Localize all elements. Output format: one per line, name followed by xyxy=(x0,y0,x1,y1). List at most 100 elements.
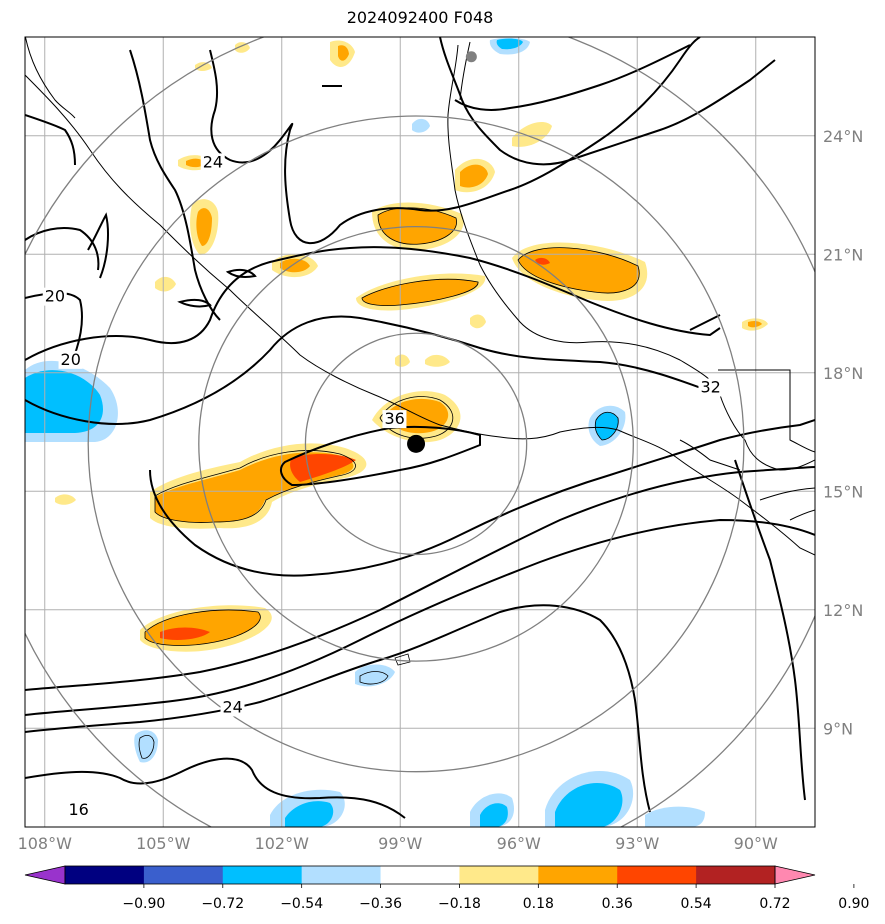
fill-small-11 xyxy=(425,354,450,367)
coastline-central-america xyxy=(617,429,815,556)
fill-north-small-2-core xyxy=(196,208,212,246)
longitude-labels: 108°W 105°W 102°W 99°W 96°W 93°W 90°W xyxy=(18,834,778,853)
contour-32-north xyxy=(25,315,721,425)
outline-north-1 xyxy=(377,207,457,245)
anomaly-outlines xyxy=(138,207,640,759)
coastline-mexico-pacific xyxy=(25,74,619,440)
fill-neg-east-core xyxy=(595,412,619,440)
contour-28 xyxy=(25,466,815,691)
contour-32-east xyxy=(689,314,721,331)
contour-small-ring xyxy=(177,298,212,308)
colorbar-segment xyxy=(617,866,697,884)
contour-28-east xyxy=(439,37,776,166)
outline-east-neg xyxy=(594,411,619,441)
fill-small-14 xyxy=(195,62,212,71)
contour-label-bg xyxy=(58,350,83,369)
border-guatemala xyxy=(679,439,741,471)
lon-tick-label: 102°W xyxy=(255,834,310,853)
fill-north-small-4-core xyxy=(338,45,349,61)
contour-32 xyxy=(149,419,815,577)
colorbar xyxy=(24,865,816,885)
colorbar-segment xyxy=(65,866,145,884)
coastline-gulf-yucatan xyxy=(589,341,746,441)
contour-label: 20 xyxy=(61,350,81,369)
coastlines xyxy=(25,37,815,556)
contour-label-bg xyxy=(200,153,225,172)
colorbar-tick-label: −0.72 xyxy=(201,896,244,912)
lat-tick-label: 12°N xyxy=(823,601,863,620)
height-contours xyxy=(25,37,815,819)
contour-24-top xyxy=(209,37,701,245)
colorbar-segment xyxy=(696,866,776,884)
latitude-labels: 24°N 21°N 18°N 15°N 12°N 9°N xyxy=(823,127,863,739)
contour-36 xyxy=(279,425,481,487)
contour-24-mid xyxy=(129,49,221,321)
colorbar-segment xyxy=(380,866,460,884)
coastline-baja-tip xyxy=(25,37,76,119)
colorbar-segment xyxy=(301,866,382,884)
contour-labels: 24 20 20 36 32 24 16 xyxy=(42,152,723,820)
colorbar-extend-low xyxy=(24,865,66,885)
outline-south-neg-3 xyxy=(394,653,411,666)
lat-tick-label: 24°N xyxy=(823,127,863,146)
fill-north-small-5-core xyxy=(186,158,205,168)
fill-small-9 xyxy=(55,494,76,505)
contour-label: 32 xyxy=(700,378,720,397)
contour-label: 36 xyxy=(384,409,404,428)
fill-small-12 xyxy=(470,314,486,329)
colorbar-segment xyxy=(222,866,303,884)
contour-label-bg xyxy=(698,378,723,397)
fill-neg-south-5-core xyxy=(555,783,623,827)
outline-south-neg-1 xyxy=(359,671,389,685)
range-ring xyxy=(304,332,528,556)
fill-neg-south-4-core xyxy=(480,803,508,827)
outline-center xyxy=(379,396,454,439)
coastline-yucatan xyxy=(718,369,815,453)
colorbar-tick-label: −0.90 xyxy=(122,896,165,912)
contour-28-north xyxy=(25,246,721,361)
outline-north-2 xyxy=(361,278,479,306)
contour-20-west-loop xyxy=(87,212,109,279)
outline-south xyxy=(144,609,261,646)
lon-tick-label: 90°W xyxy=(734,834,778,853)
fill-south-max xyxy=(160,627,210,640)
fill-neg-south-3-core xyxy=(285,801,334,827)
outline-south-neg-2 xyxy=(138,734,155,759)
colorbar-tick-label: 0.36 xyxy=(602,896,633,912)
storm-center-marker xyxy=(407,434,426,453)
coastline-gulf-bay xyxy=(459,41,471,101)
contour-label-bg xyxy=(66,801,91,820)
colorbar-tick-label: 0.18 xyxy=(523,896,554,912)
colorbar-segment xyxy=(143,866,224,884)
contour-24-left xyxy=(25,114,76,166)
colorbar-extend-high xyxy=(774,865,816,885)
contour-label: 20 xyxy=(45,287,65,306)
range-ring xyxy=(198,225,634,662)
outline-ne xyxy=(517,247,640,294)
contour-label: 24 xyxy=(203,152,223,171)
colorbar-tick-label: −0.54 xyxy=(280,896,323,912)
range-rings xyxy=(25,37,815,827)
fill-neg-north-2 xyxy=(412,118,430,133)
coastline-nicaragua xyxy=(789,509,815,521)
fill-north-small-1-core xyxy=(460,164,488,188)
range-ring xyxy=(25,37,815,827)
fill-north-small-6 xyxy=(512,122,552,147)
anomaly-fills xyxy=(25,37,768,827)
fill-northeast-max xyxy=(535,257,550,265)
contour-24-south xyxy=(25,518,815,716)
contour-label-bg xyxy=(42,287,67,306)
colorbar-tick-label: 0.54 xyxy=(681,896,712,912)
lon-tick-label: 105°W xyxy=(136,834,191,853)
map-title: 2024092400 F048 xyxy=(346,8,494,27)
outline-band xyxy=(154,450,356,523)
lat-tick-label: 15°N xyxy=(823,482,863,501)
fill-small-8 xyxy=(155,276,176,292)
lon-tick-label: 99°W xyxy=(378,834,422,853)
range-ring xyxy=(87,115,745,773)
fill-neg-north-1-core xyxy=(496,38,523,50)
contour-label: 16 xyxy=(68,800,88,819)
contour-label-bg xyxy=(382,410,407,429)
contour-16 xyxy=(25,757,406,819)
